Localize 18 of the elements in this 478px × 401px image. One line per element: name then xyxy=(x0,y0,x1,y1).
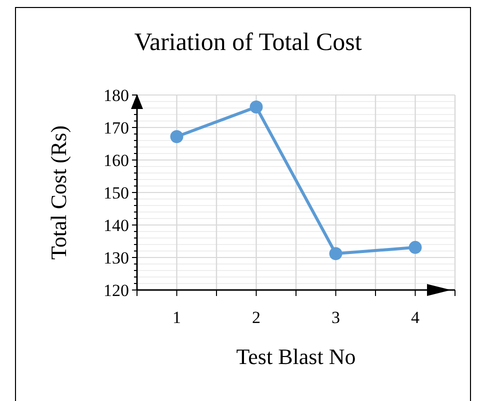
y-tick-label: 170 xyxy=(104,118,129,138)
y-tick-label: 160 xyxy=(104,150,129,170)
point xyxy=(170,130,184,144)
point xyxy=(408,240,422,254)
y-tick-label: 120 xyxy=(104,280,129,300)
x-tick-label: 4 xyxy=(411,308,420,327)
y-tick-label: 130 xyxy=(104,248,129,268)
y-tick-label: 180 xyxy=(104,86,129,105)
y-tick-label: 150 xyxy=(104,183,129,202)
point xyxy=(250,100,263,114)
point xyxy=(329,247,342,260)
y-axis-title: Total Cost (Rs) xyxy=(46,125,71,260)
x-tick-label: 3 xyxy=(332,308,340,327)
x-tick-label: 2 xyxy=(252,308,260,327)
x-tick-label: 1 xyxy=(172,308,181,327)
x-axis-title: Test Blast No xyxy=(236,344,356,369)
chart-title: Variation of Total Cost xyxy=(134,29,362,56)
y-tick-label: 140 xyxy=(104,216,129,235)
